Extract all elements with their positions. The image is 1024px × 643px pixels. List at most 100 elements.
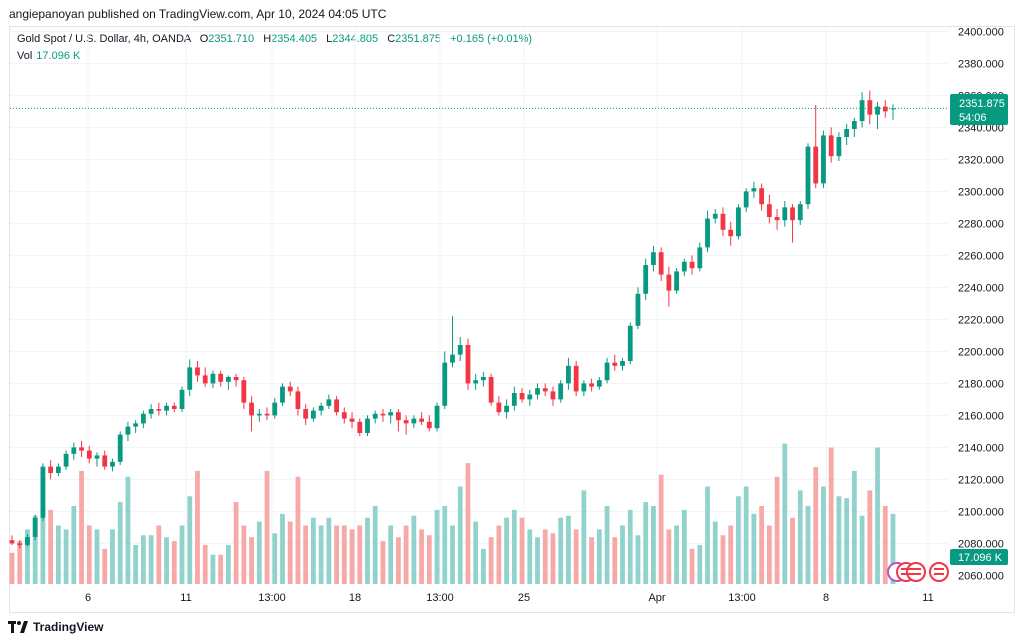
candle-body <box>751 188 757 192</box>
volume-bar <box>712 521 718 584</box>
volume-bar <box>658 474 664 584</box>
volume-bar <box>110 529 115 584</box>
volume-bar <box>396 537 401 584</box>
volume-bar <box>627 509 633 584</box>
volume-bar <box>821 486 826 584</box>
volume-bar <box>759 506 765 584</box>
volume-bar <box>813 467 819 584</box>
volume-bar <box>318 525 324 584</box>
candle-body <box>148 409 154 414</box>
volume-bar <box>519 517 525 584</box>
low-label: L <box>326 33 333 45</box>
candle-body <box>573 365 579 392</box>
candle-body <box>674 271 680 291</box>
last-price-tag: 2351.875 54:06 <box>950 94 1008 125</box>
x-tick-label: 11 <box>922 592 933 604</box>
event-flags[interactable] <box>887 562 949 582</box>
candle-body <box>658 252 664 275</box>
candle-body <box>465 345 471 384</box>
volume-bar <box>875 447 880 584</box>
candle-body <box>171 405 177 409</box>
volume-bar <box>527 529 533 584</box>
candle-body <box>550 391 556 400</box>
symbol-name[interactable]: Gold Spot / U.S. Dollar, 4h, OANDA <box>17 33 191 45</box>
x-tick-label: 18 <box>349 592 361 604</box>
candle-body <box>875 106 880 115</box>
candle-body <box>504 405 509 413</box>
candle-body <box>450 354 455 363</box>
volume-bar <box>55 525 61 584</box>
candle-body <box>759 188 765 205</box>
volume-bar <box>287 521 293 584</box>
close-label: C <box>387 33 396 45</box>
volume-bar <box>388 525 394 584</box>
volume-bar <box>859 515 865 584</box>
candle-body <box>164 405 169 411</box>
candle-body <box>117 434 123 462</box>
volume-bar <box>326 517 332 584</box>
candle-body <box>635 293 641 326</box>
candle-body <box>882 106 888 112</box>
volume-bar <box>225 545 231 584</box>
candle-body <box>17 543 23 545</box>
volume-bar <box>295 476 301 584</box>
y-tick-label: 2160.000 <box>958 410 1004 422</box>
last-price-value: 2351.875 <box>959 98 1005 110</box>
tradingview-footer[interactable]: TradingView <box>8 620 103 634</box>
candle-body <box>102 455 108 467</box>
publisher-line: angiepanoyan published on TradingView.co… <box>9 7 387 21</box>
candle-body <box>357 421 363 433</box>
candle-body <box>712 213 718 219</box>
candle-body <box>844 129 850 137</box>
candle-body <box>604 362 610 381</box>
countdown: 54:06 <box>959 112 987 124</box>
candle-body <box>581 383 587 392</box>
x-tick-label: 25 <box>518 592 530 604</box>
volume-bar <box>681 509 687 584</box>
candle-body <box>140 413 146 424</box>
volume-bar <box>720 535 726 584</box>
volume-bar <box>117 502 123 584</box>
y-tick-label: 2180.000 <box>958 378 1004 390</box>
x-tick-label: 13:00 <box>258 592 286 604</box>
volume-bar <box>596 529 602 584</box>
candle-body <box>233 377 239 381</box>
volume-bar <box>790 517 795 584</box>
candle-body <box>272 402 278 416</box>
high-value: 2354.405 <box>271 33 318 45</box>
candle-body <box>797 204 803 221</box>
volume-bar <box>156 525 162 584</box>
volume-bar <box>828 447 834 584</box>
volume-bar <box>140 535 146 584</box>
x-axis-ticks: 6 11 13:00 18 13:00 25 Apr 13:00 8 11 <box>85 592 934 604</box>
candle-body <box>295 391 301 409</box>
volume-bar <box>766 525 772 584</box>
volume-bar <box>442 506 448 584</box>
candle-body <box>867 100 873 115</box>
candle-body <box>596 380 602 387</box>
volume-bar <box>473 521 479 584</box>
chart-frame <box>9 26 1015 613</box>
volume-bar <box>782 443 788 584</box>
candle-body <box>481 377 486 381</box>
candle-body <box>280 386 285 403</box>
candle-body <box>334 399 339 413</box>
grid-lines <box>10 27 948 585</box>
volume-bar <box>365 517 370 584</box>
candle-body <box>156 409 162 411</box>
candle-body <box>411 418 417 424</box>
candle-body <box>566 365 571 384</box>
candle-body <box>40 466 46 518</box>
volume-bar <box>349 529 355 584</box>
volume-bar <box>666 529 672 584</box>
volume-bar <box>380 541 386 584</box>
volume-bar <box>179 525 185 584</box>
y-tick-label: 2220.000 <box>958 314 1004 326</box>
candle-body <box>310 410 316 419</box>
candle-body <box>86 450 92 459</box>
y-tick-label: 2400.000 <box>958 26 1004 38</box>
y-tick-label: 2280.000 <box>958 218 1004 230</box>
volume-bar <box>589 537 595 584</box>
x-tick-label: 11 <box>180 592 191 604</box>
